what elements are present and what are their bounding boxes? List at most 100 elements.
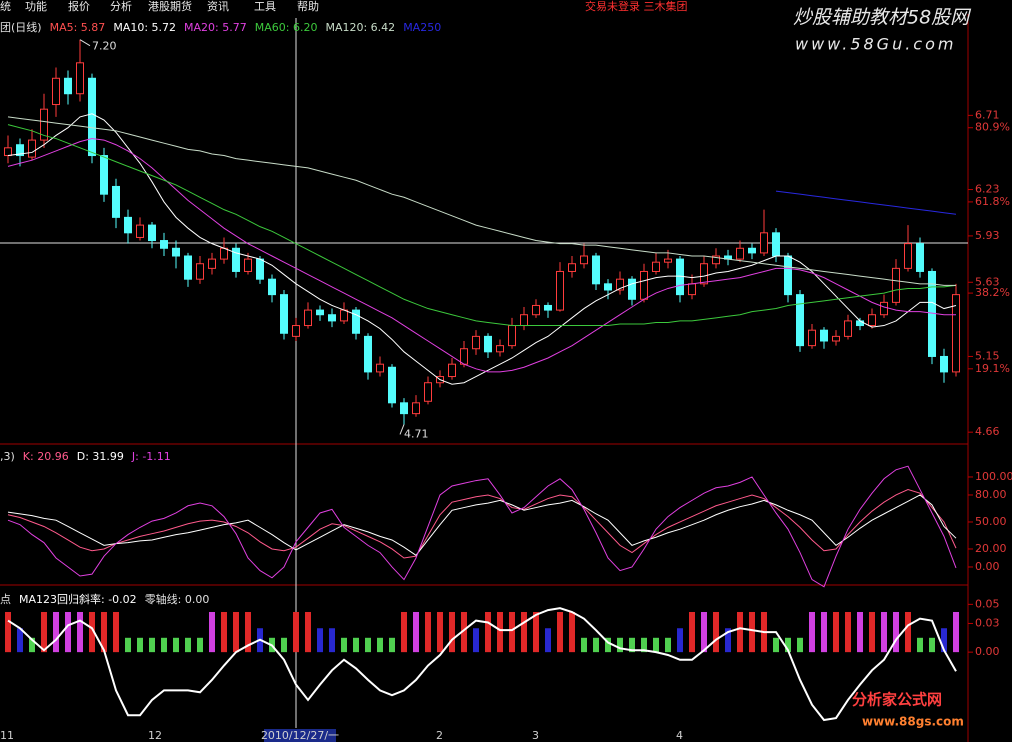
bar [641,637,647,653]
candle-body [544,304,552,311]
legend-entry: D: 31.99 [77,450,124,463]
y-tick-label: 4.66 [975,425,1000,438]
y-tick-label: 80.9% [975,121,1010,134]
frame [0,14,969,742]
bar [941,628,947,653]
indicator-line [7,116,956,286]
candle-body [952,294,960,373]
bar [221,611,227,653]
bar [581,637,587,653]
legend-entry: MA120: 6.42 [325,21,395,34]
bar [833,611,839,653]
candle-body [124,216,132,234]
candle-body [856,320,864,327]
bar [857,611,863,653]
bar [533,611,539,653]
candle-body [616,278,624,291]
bar [677,628,683,653]
legend-entry: ,3) [0,450,15,463]
indicator-line [775,190,957,215]
menu-item[interactable]: 港股期货 [148,0,192,13]
bar [305,611,311,653]
bar [821,611,827,653]
candle-body [292,325,300,337]
legend-entry: K: 20.96 [23,450,69,463]
bar [29,637,35,653]
y-tick-label: 5.93 [975,229,1000,242]
bar [665,637,671,653]
menu-item[interactable]: 统 [0,0,11,13]
y-tick-label: 50.00 [975,515,1007,528]
legend-entry: 团(日线) [0,20,42,34]
candle-body [760,232,768,254]
bar [377,637,383,653]
annotation-arrow [399,424,405,435]
y-tick-label: 6.71 [975,108,1000,121]
candle-body [328,314,336,322]
menu-item[interactable]: 功能 [25,0,47,13]
candle-body [172,247,180,257]
legend-entry: J: -1.11 [131,450,171,463]
candle-body [580,255,588,265]
bar [425,611,431,653]
candle-body [388,366,396,404]
bar [461,611,467,653]
indicator-line [7,494,957,556]
bar [605,637,611,653]
menu-item[interactable]: 资讯 [207,0,229,13]
x-tick-label: 12 [148,729,162,742]
x-tick-label: 3 [532,729,539,742]
menu-item[interactable]: 帮助 [297,0,319,13]
bar [365,637,371,653]
bar [749,611,755,653]
bar [869,611,875,653]
menu-bar: 统 功能 报价 分析 港股期货 资讯 工具 帮助 交易未登录 三木集团 [0,0,688,13]
bar [77,611,83,653]
candle-body [376,363,384,373]
menu-item[interactable]: 报价 [68,0,90,13]
x-tick-label: 11 [0,729,14,742]
y-tick-label: 5.15 [975,349,1000,362]
watermark-url: www.58Gu.com [795,35,956,54]
candle-body [232,247,240,272]
bar [725,628,731,653]
legend-entry: MA123回归斜率: -0.02 [19,592,137,606]
bar [929,637,935,653]
candle-body [460,348,468,365]
candle-body [28,139,36,158]
bar [917,637,923,653]
y-tick-label: 61.8% [975,195,1010,208]
candle-body [736,247,744,260]
candle-body [604,283,612,291]
candle-body [448,363,456,378]
candle-body [556,270,564,311]
bar [329,628,335,653]
candle-body [820,329,828,342]
menu-item[interactable]: 分析 [110,0,132,13]
candle-body [688,283,696,296]
candle-body [400,402,408,415]
candle-body [412,402,420,415]
indicator-line [7,465,957,588]
menu-item[interactable]: 工具 [254,0,276,13]
y-tick-label: 100.00 [975,470,1012,483]
y-tick-label: 80.00 [975,488,1007,501]
candle-body [652,261,660,272]
watermarks: 炒股辅助教材58股网 www.58Gu.com 分析家公式网 www.88gs.… [793,7,972,729]
candle-body [196,263,204,280]
candle-body [112,185,120,218]
bar [881,611,887,653]
candle-body [352,309,360,334]
indicator-line [7,607,957,722]
bar [593,637,599,653]
x-tick-label: 2010/12/27/一 [261,729,339,742]
y-tick-label: 0.05 [975,597,1000,610]
candle-body [364,335,372,373]
candle-body [796,294,804,347]
bar [173,637,179,653]
bar [617,637,623,653]
candle-body [592,255,600,285]
annotation: 4.71 [404,427,429,440]
candle-body [808,329,816,347]
candle-body [784,255,792,296]
